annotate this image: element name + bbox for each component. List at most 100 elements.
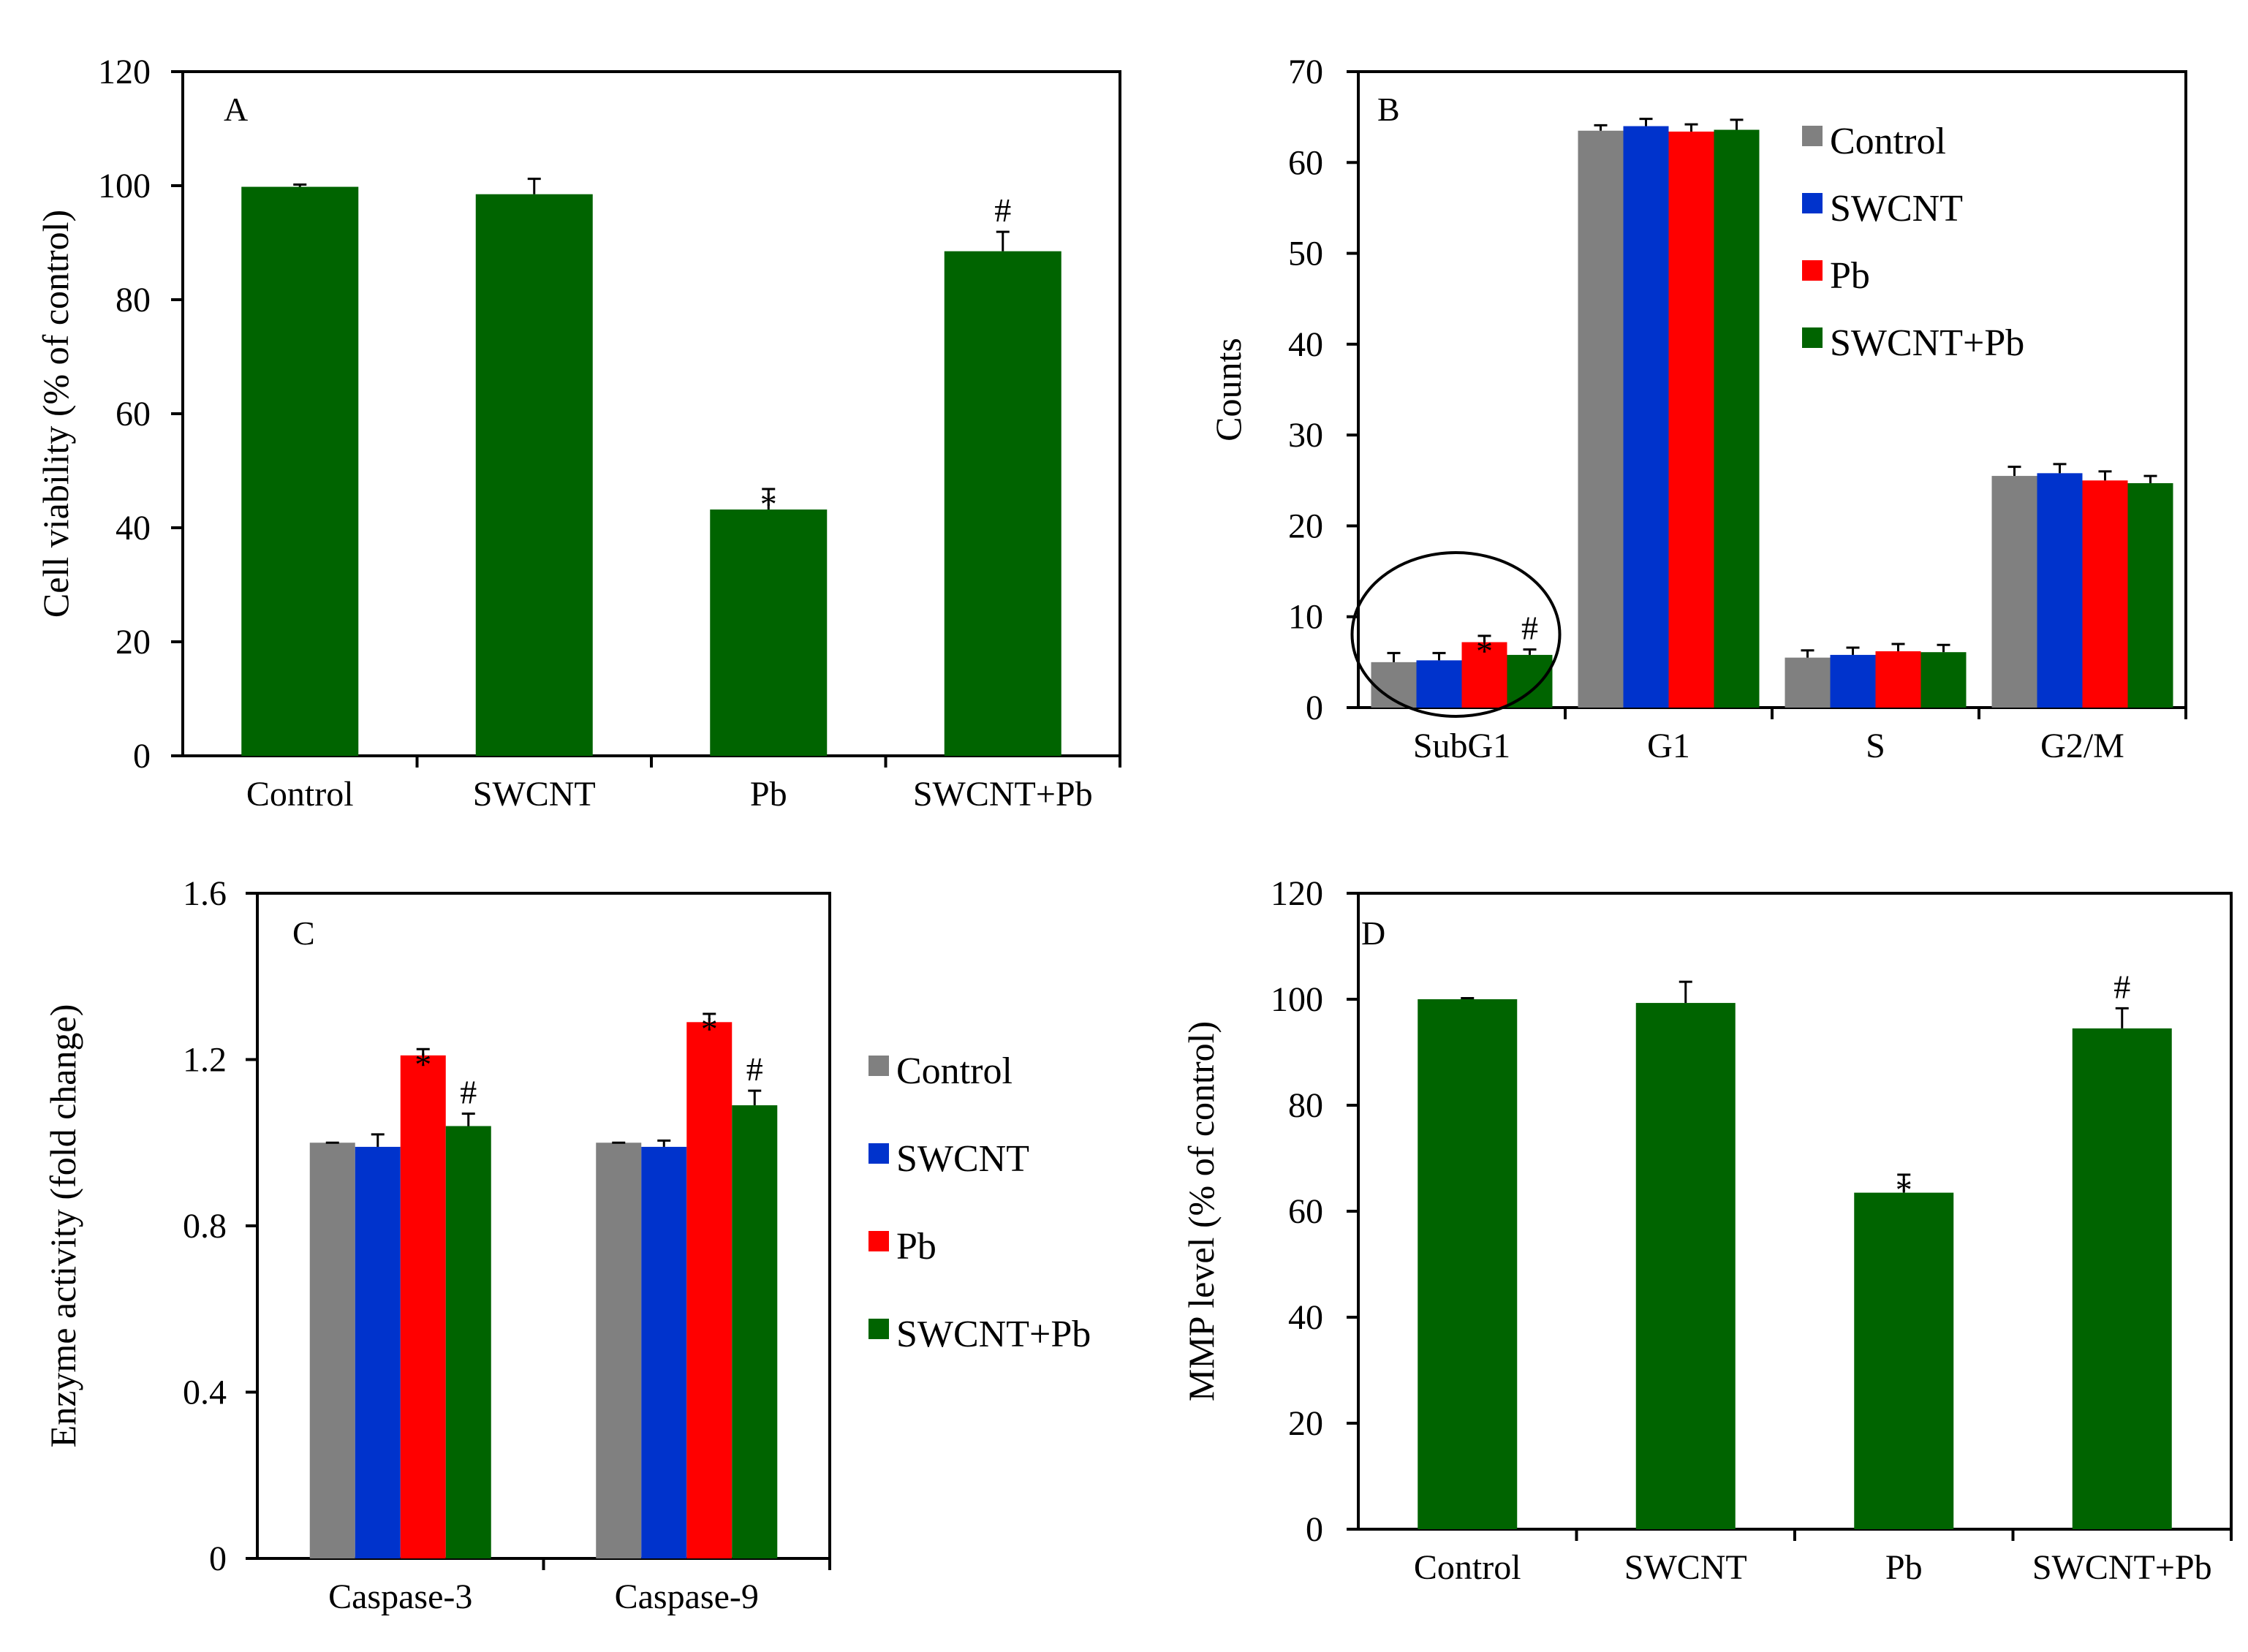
panel-d-y-tick-label: 80 <box>1288 1086 1323 1125</box>
panel-b-bar-g2-m-swcnt-pb <box>2127 483 2173 708</box>
panel-a-panel-label: A <box>224 91 248 128</box>
panel-d-bar-pb <box>1854 1192 1954 1529</box>
panel-c-axes: 0 0.4 0.8 1.2 1.6 Enzyme activity (fold chang… <box>42 874 831 1616</box>
panel-b-bar-subg1-pb <box>1461 642 1507 708</box>
panel-b-panel-label: B <box>1377 91 1400 128</box>
panel-a-axes: 0 20 40 60 80 100 120 Cell viability (% of cont… <box>35 53 1121 814</box>
panel-b-bar-g2-m-control <box>1991 476 2037 708</box>
panel-d-y-tick-label: 120 <box>1271 874 1323 913</box>
panel-b-significance-mark: # <box>1521 609 1538 646</box>
panel-a-y-tick-label: 100 <box>98 167 151 205</box>
panel-b-legend-label-control: Control <box>1830 121 1946 162</box>
panel-b-y-tick-label: 20 <box>1288 507 1323 545</box>
panel-c-bar-caspase-9-control <box>596 1143 642 1558</box>
panel-d-x-tick-label-pb: Pb <box>1885 1548 1923 1587</box>
panel-a-significance-mark: * <box>760 485 777 523</box>
panel-b-y-tick-label: 40 <box>1288 325 1323 364</box>
panel-b-legend-swatch-pb <box>1802 260 1823 281</box>
panel-b-bar-s-pb <box>1875 651 1921 708</box>
panel-d-panel-label: D <box>1361 914 1385 952</box>
panel-a-cell-viability-chart: 0 20 40 60 80 100 120 Cell viability (% of cont… <box>35 53 1121 814</box>
panel-d-y-tick-label: 100 <box>1271 980 1323 1019</box>
panel-c-bar-caspase-3-pb <box>400 1055 446 1558</box>
panel-b-legend-swatch-swcnt <box>1802 193 1823 213</box>
panel-b-x-tick-label-s: S <box>1866 727 1885 765</box>
panel-c-y-axis-label: Enzyme activity (fold change) <box>42 1004 83 1448</box>
panel-b-bar-g1-swcnt-pb <box>1714 129 1760 708</box>
panel-d-y-axis-label: MMP level (% of control) <box>1181 1021 1222 1401</box>
panel-a-y-tick-label: 60 <box>116 395 151 433</box>
panel-a-x-tick-label-swcnt: SWCNT <box>473 775 596 814</box>
panel-b-legend-label-pb: Pb <box>1830 255 1870 297</box>
panel-d-significance-mark: # <box>2113 968 2130 1005</box>
panel-d-bar-control <box>1418 999 1518 1529</box>
panel-b-axes: 0 10 20 30 40 50 60 70 Counts B SubG1 G1 S G2/M <box>1208 53 2187 765</box>
panel-b-y-tick-label: 60 <box>1288 143 1323 182</box>
panel-c-x-tick-label-caspase-3: Caspase-3 <box>328 1577 472 1616</box>
panel-c-legend: Control SWCNT Pb SWCNT+Pb <box>868 1050 1091 1355</box>
panel-c-legend-swatch-swcnt <box>868 1143 889 1164</box>
panel-a-x-tick-label-swcnt-pb: SWCNT+Pb <box>913 775 1093 814</box>
panel-b-bar-s-swcnt-pb <box>1920 652 1967 708</box>
panel-b-y-tick-label: 0 <box>1306 689 1323 727</box>
panel-d-y-tick-label: 20 <box>1288 1404 1323 1443</box>
panel-a-y-tick-label: 20 <box>116 623 151 662</box>
panel-a-y-tick-label: 0 <box>133 737 151 776</box>
panel-d-axes: 0 20 40 60 80 100 120 MMP level (% of control) D… <box>1181 874 2233 1587</box>
panel-b-x-tick-label-g2-m: G2/M <box>2040 727 2124 765</box>
panel-c-significance-mark: # <box>460 1073 477 1110</box>
panel-c-significance-mark: * <box>701 1010 718 1047</box>
panel-d-bars: *# <box>1418 968 2172 1529</box>
panel-c-y-tick-label: 1.2 <box>183 1041 227 1080</box>
panel-a-bar-swcnt <box>475 194 593 756</box>
panel-b-bar-g2-m-pb <box>2082 480 2128 708</box>
panel-a-bar-control <box>241 186 359 756</box>
panel-b-y-tick-label: 10 <box>1288 598 1323 637</box>
panel-c-significance-mark: * <box>415 1045 431 1083</box>
panel-a-y-tick-label: 80 <box>116 281 151 319</box>
panel-c-x-tick-label-caspase-9: Caspase-9 <box>615 1577 759 1616</box>
panel-a-x-tick-label-pb: Pb <box>750 775 787 814</box>
panel-b-y-tick-label: 70 <box>1288 53 1323 91</box>
panel-a-bar-pb <box>710 509 828 756</box>
panel-c-bar-caspase-9-pb <box>686 1022 733 1558</box>
panel-d-significance-mark: * <box>1896 1171 1912 1208</box>
panel-d-mmp-level-chart: 0 20 40 60 80 100 120 MMP level (% of control) D… <box>1181 874 2233 1587</box>
panel-c-legend-label-swcnt: SWCNT <box>896 1138 1029 1180</box>
panel-b-bar-subg1-swcnt <box>1416 660 1462 708</box>
panel-c-y-tick-label: 0.4 <box>183 1373 227 1412</box>
panel-c-legend-swatch-swcnt-pb <box>868 1319 889 1339</box>
panel-c-legend-swatch-control <box>868 1056 889 1076</box>
panel-c-bar-caspase-3-swcnt <box>355 1146 401 1558</box>
panel-a-y-axis-label: Cell viability (% of control) <box>35 210 76 618</box>
panel-b-x-tick-label-g1: G1 <box>1647 727 1690 765</box>
panel-a-bar-swcnt-pb <box>944 251 1061 756</box>
panel-b-y-tick-label: 30 <box>1288 416 1323 455</box>
panel-c-bar-caspase-9-swcnt-pb <box>732 1105 778 1558</box>
panel-d-bar-swcnt <box>1635 1003 1736 1529</box>
panel-c-panel-label: C <box>292 914 315 952</box>
panel-c-legend-label-swcnt-pb: SWCNT+Pb <box>896 1314 1091 1355</box>
panel-d-y-tick-label: 0 <box>1306 1510 1323 1549</box>
panel-b-bar-subg1-swcnt-pb <box>1507 654 1553 708</box>
panel-c-bar-caspase-3-control <box>309 1143 355 1558</box>
panel-c-legend-swatch-pb <box>868 1231 889 1251</box>
panel-a-x-tick-label-control: Control <box>246 775 354 814</box>
panel-b-legend-swatch-control <box>1802 126 1823 146</box>
panel-b-bar-g2-m-swcnt <box>2037 473 2083 708</box>
panel-b-y-tick-label: 50 <box>1288 235 1323 273</box>
panel-b-legend-swatch-swcnt-pb <box>1802 327 1823 348</box>
panel-b-legend-label-swcnt-pb: SWCNT+Pb <box>1830 322 2024 364</box>
panel-a-y-tick-label: 40 <box>116 509 151 547</box>
panel-c-caspase-activity-chart: 0 0.4 0.8 1.2 1.6 Enzyme activity (fold chang… <box>42 874 1091 1616</box>
panel-b-significance-mark: * <box>1476 632 1493 670</box>
panel-b-bar-g1-swcnt <box>1623 126 1669 708</box>
panel-b-x-tick-label-subg1: SubG1 <box>1413 727 1510 765</box>
panel-c-bar-caspase-9-swcnt <box>641 1146 687 1558</box>
panel-b-legend: Control SWCNT Pb SWCNT+Pb <box>1802 121 2024 364</box>
panel-b-bar-s-control <box>1785 657 1831 708</box>
panel-b-bar-g1-pb <box>1668 132 1714 708</box>
panel-d-y-tick-label: 40 <box>1288 1298 1323 1337</box>
panel-c-legend-label-pb: Pb <box>896 1226 936 1268</box>
